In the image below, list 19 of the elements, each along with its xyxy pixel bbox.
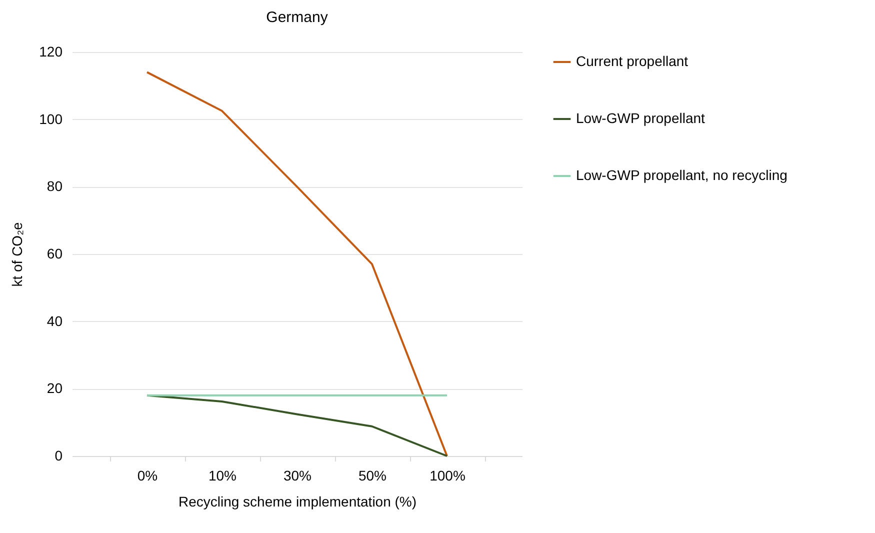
y-tick-label: 80 bbox=[46, 178, 63, 194]
y-tick-label: 60 bbox=[46, 246, 63, 262]
x-tick-label: 100% bbox=[430, 468, 466, 484]
line-series bbox=[146, 71, 448, 457]
chart-title: Germany bbox=[266, 9, 328, 26]
x-tick-label: 30% bbox=[283, 468, 312, 484]
x-axis-title: Recycling scheme implementation (%) bbox=[178, 494, 417, 510]
y-axis-title: kt of CO₂e bbox=[9, 222, 26, 287]
y-tick-label: 120 bbox=[39, 44, 63, 60]
legend-label: Current propellant bbox=[576, 53, 688, 69]
y-tick-label: 100 bbox=[39, 110, 63, 127]
y-tick-label: 20 bbox=[46, 380, 63, 396]
y-tick-label: 40 bbox=[46, 312, 63, 329]
legend-label: Low-GWP propellant bbox=[576, 110, 706, 126]
x-tick-label: 0% bbox=[137, 468, 158, 484]
x-tick-label: 50% bbox=[358, 468, 387, 484]
y-tick-label: 0 bbox=[54, 448, 63, 464]
x-tick-label: 10% bbox=[208, 468, 237, 484]
legend-label: Low-GWP propellant, no recycling bbox=[576, 167, 788, 183]
